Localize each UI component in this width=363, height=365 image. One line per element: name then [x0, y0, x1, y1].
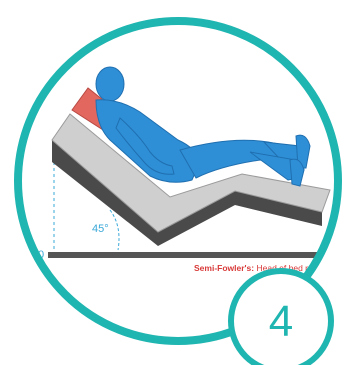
caption-text: Head of bed raised 30-45 degrees: [254, 263, 363, 273]
patient-figure: [95, 66, 311, 187]
caption: Semi-Fowler's: Head of bed raised 30-45 …: [194, 263, 363, 273]
caption-term: Semi-Fowler's:: [194, 263, 254, 273]
mattress-top: [51, 113, 331, 233]
angle-label: 45°: [92, 223, 109, 235]
step-number: 4: [269, 297, 293, 346]
step-badge: 4: [228, 268, 334, 365]
floor-line: [48, 252, 338, 258]
outer-ring: [14, 17, 342, 345]
baseline-label: 0: [38, 249, 44, 261]
mattress-side: [52, 140, 322, 246]
